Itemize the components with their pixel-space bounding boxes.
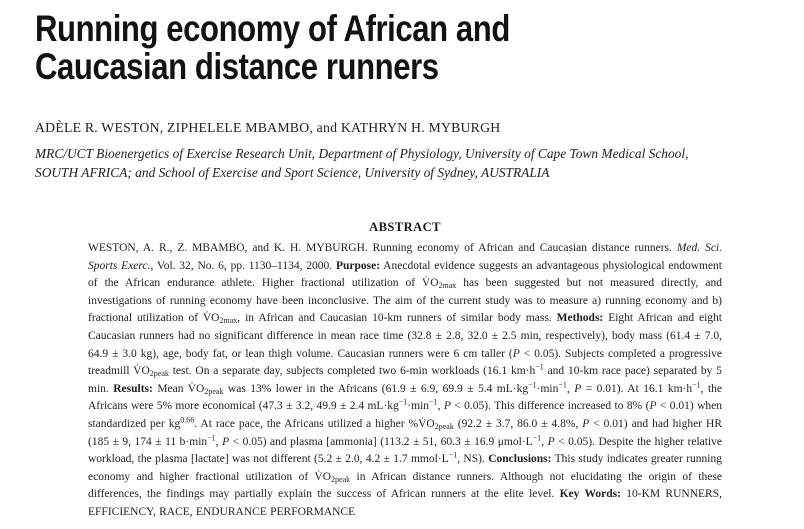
affiliation-line2: SOUTH AFRICA; and School of Exercise and… [35,164,550,180]
paper-title: Running economy of African and Caucasian… [35,10,510,86]
affiliation-line1: MRC/UCT Bioenergetics of Exercise Resear… [35,146,689,161]
abstract-text: WESTON, A. R., Z. MBAMBO, and K. H. MYBU… [88,242,723,518]
authors-line: ADÈLE R. WESTON, ZIPHELELE MBAMBO, and K… [35,120,501,135]
affiliation: MRC/UCT Bioenergetics of Exercise Resear… [35,145,688,182]
paper-title-line2: Caucasian distance runners [35,46,439,87]
abstract-heading: ABSTRACT [369,220,441,234]
paper-title-line1: Running economy of African and [35,8,510,49]
